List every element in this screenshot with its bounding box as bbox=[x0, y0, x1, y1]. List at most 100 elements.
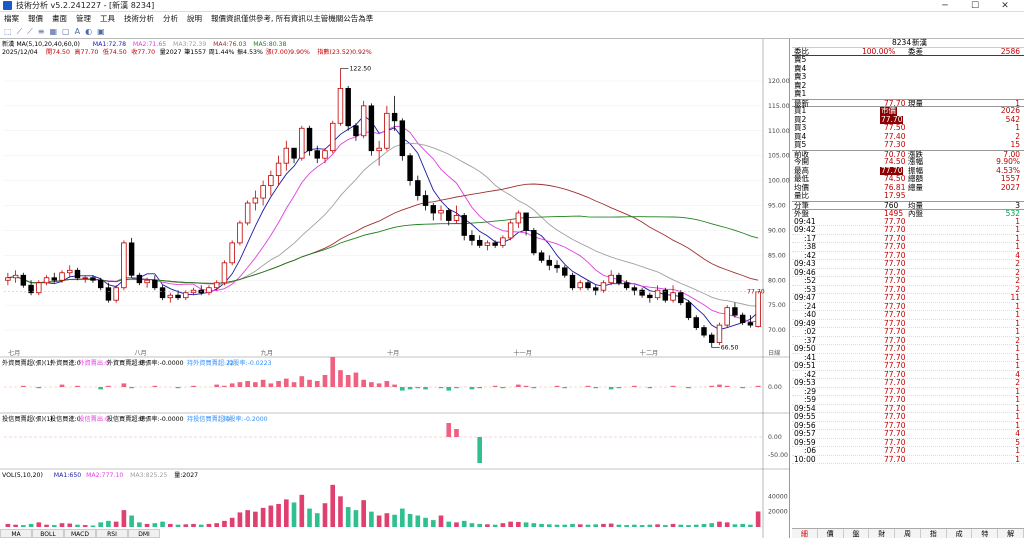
quote-tab[interactable]: 解 bbox=[998, 529, 1024, 538]
trend-icon[interactable]: ⟋ bbox=[27, 26, 33, 36]
menu-manage[interactable]: 管理 bbox=[76, 14, 91, 23]
quote-tab[interactable]: 財 bbox=[869, 529, 896, 538]
split-value-2: 532 bbox=[1005, 209, 1020, 218]
foreign-bar bbox=[423, 387, 428, 390]
volume-bar bbox=[717, 521, 722, 527]
candle-up bbox=[384, 112, 390, 149]
save-icon[interactable]: ▣ bbox=[97, 26, 105, 36]
foreign-bar bbox=[454, 387, 459, 389]
foreign-bar bbox=[121, 383, 127, 387]
volume-bar bbox=[601, 523, 606, 527]
order-ratio-row: 委比 100.00% 委差 2586 bbox=[792, 46, 1024, 56]
foreign-bar bbox=[75, 385, 80, 387]
stat-label-2: 振幅 bbox=[908, 165, 923, 175]
volume-bar bbox=[639, 525, 645, 527]
legend-item: 外資買進:0 bbox=[50, 359, 81, 367]
channel-icon[interactable]: ≡ bbox=[37, 26, 45, 36]
tick-row: :29 77.70 1 bbox=[792, 387, 1024, 396]
foreign-bar bbox=[129, 387, 134, 389]
candle-down bbox=[554, 264, 560, 269]
menu-file[interactable]: 檔案 bbox=[4, 14, 19, 23]
foreign-bar bbox=[276, 381, 281, 387]
minimize-button[interactable]: ─ bbox=[942, 1, 948, 11]
tick-row: 09:46 77.70 2 bbox=[792, 268, 1024, 277]
candle-up bbox=[337, 88, 344, 124]
quote-tab[interactable]: 價 bbox=[818, 529, 844, 538]
tick-row: :38 77.70 1 bbox=[792, 242, 1024, 252]
candle-down bbox=[523, 212, 529, 231]
last-vol-label: 現量 bbox=[908, 98, 923, 108]
shape-icon[interactable]: ▢ bbox=[62, 26, 70, 36]
tick-price: 77.70 bbox=[884, 327, 906, 336]
cursor-icon[interactable]: ⬚ bbox=[4, 26, 12, 36]
candle-up bbox=[260, 185, 266, 199]
candle-down bbox=[51, 277, 57, 281]
stat-row: 前收 70.70 漲跌 7.00 bbox=[792, 149, 1024, 158]
tab-rsi[interactable]: RSI bbox=[96, 529, 128, 538]
window-title: 技術分析 v5.2.241227 - [新漢 8234] bbox=[16, 1, 155, 10]
ratio-label: 委比 bbox=[794, 46, 809, 56]
line-icon[interactable]: ⟋ bbox=[16, 26, 23, 36]
candle-down bbox=[90, 277, 96, 281]
quote-tab[interactable]: 特 bbox=[972, 529, 999, 538]
legend-item: 投信買賣超(張)(1) bbox=[2, 415, 53, 423]
tab-macd[interactable]: MACD bbox=[64, 529, 96, 538]
menu-view[interactable]: 畫面 bbox=[52, 14, 67, 23]
volume-bar bbox=[724, 522, 730, 527]
tick-volume: 1 bbox=[1015, 361, 1020, 370]
volume-bar bbox=[570, 523, 575, 527]
ask-label: 賣1 bbox=[794, 89, 807, 98]
text-icon[interactable]: A bbox=[74, 26, 81, 36]
chart-area[interactable]: 新漢 MA(5,10,20,40,60,0) MA1:72.78 MA2:71.65… bbox=[0, 39, 790, 538]
quote-tab[interactable]: 周 bbox=[895, 529, 921, 538]
chart-canvas[interactable]: 新漢 MA(5,10,20,40,60,0) MA1:72.78 MA2:71.65… bbox=[0, 39, 790, 538]
volume-bar bbox=[214, 523, 220, 527]
candle-down bbox=[592, 287, 599, 291]
legend-item: MA1:72.78 bbox=[93, 41, 126, 48]
volume-bar bbox=[531, 523, 537, 527]
volume-bar bbox=[21, 525, 26, 527]
tab-boll[interactable]: BOLL bbox=[32, 529, 64, 538]
maximize-button[interactable]: ☐ bbox=[970, 1, 980, 11]
tick-time: :40 bbox=[804, 310, 817, 319]
candle-down bbox=[368, 105, 375, 152]
color-icon[interactable]: ◐ bbox=[85, 26, 93, 36]
legend-item: 漲(7.00)9.90% bbox=[265, 48, 310, 56]
ask-row: 賣3 bbox=[792, 72, 1024, 82]
quote-tab[interactable]: 細 bbox=[792, 529, 818, 538]
tick-volume: 4 bbox=[1015, 369, 1020, 379]
price-tick: 105.00 bbox=[768, 153, 790, 160]
fib-icon[interactable]: ▦ bbox=[49, 26, 58, 36]
menu-technical[interactable]: 技術分析 bbox=[124, 14, 154, 23]
tick-time: 09:56 bbox=[794, 420, 816, 430]
quote-tab[interactable]: 指 bbox=[921, 529, 947, 538]
tick-volume: 11 bbox=[1010, 293, 1020, 302]
tab-dmi[interactable]: DMI bbox=[128, 529, 160, 538]
menu-analysis[interactable]: 分析 bbox=[163, 14, 178, 23]
foreign-bar bbox=[245, 381, 250, 387]
candle-up bbox=[213, 282, 220, 289]
menu-tools[interactable]: 工具 bbox=[100, 14, 115, 23]
candle-down bbox=[422, 195, 429, 206]
menu-quote[interactable]: 報價 bbox=[28, 14, 43, 23]
tick-price: 77.70 bbox=[884, 318, 906, 328]
tick-price: 77.70 bbox=[884, 412, 906, 421]
quote-tab[interactable]: 盤 bbox=[844, 529, 870, 538]
close-button[interactable]: ✕ bbox=[1001, 1, 1009, 11]
candle-down bbox=[631, 287, 638, 291]
candle-down bbox=[20, 274, 27, 286]
tab-ma[interactable]: MA bbox=[0, 529, 32, 538]
quote-tab[interactable]: 成 bbox=[947, 529, 973, 538]
candle-up bbox=[438, 210, 444, 214]
bid-row: 買1 市價 2026 bbox=[792, 106, 1024, 116]
foreign-bar bbox=[516, 384, 521, 387]
tick-time: :17 bbox=[804, 233, 817, 243]
volume-bar bbox=[461, 520, 467, 527]
menu-help[interactable]: 說明 bbox=[187, 14, 202, 23]
tick-row: :53 77.70 2 bbox=[792, 285, 1024, 294]
candle-down bbox=[569, 274, 576, 289]
diff-value: 2586 bbox=[1000, 46, 1020, 56]
stat-row: 最低 74.50 總額 1557 bbox=[792, 174, 1024, 184]
foreign-bar bbox=[384, 381, 390, 387]
trust-bar bbox=[446, 423, 452, 437]
